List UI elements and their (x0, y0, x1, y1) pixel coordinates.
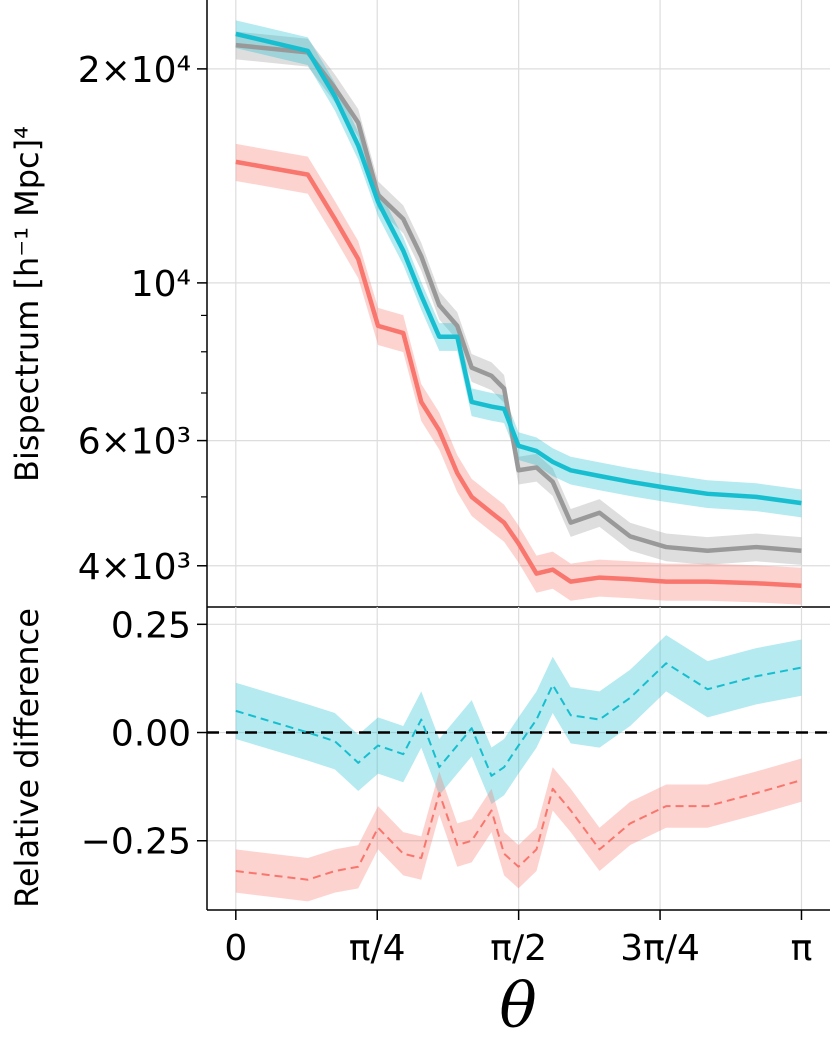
xtick-label: π/4 (349, 928, 406, 969)
top-panel: 4×10³ 6×10³ 10⁴ 2×10⁴ Bispectrum [h⁻¹ Mpc]⁴ (8, 0, 830, 607)
top-series-2 (235, 159, 802, 588)
top-grid (207, 0, 830, 607)
xtick-label: 0 (224, 928, 247, 969)
top-series-lines (235, 31, 802, 588)
top-series-0 (235, 42, 802, 553)
top-ytick-label: 4×10³ (78, 547, 191, 588)
x-ticks: 0 π/4 π/2 3π/4 π (224, 910, 812, 969)
top-series-1 (235, 31, 802, 506)
bottom-ytick-label: 0.25 (111, 605, 191, 646)
bottom-band-1 (235, 758, 802, 902)
bottom-series-0 (235, 662, 802, 777)
xtick-label: π (791, 928, 813, 969)
bottom-y-axis-title: Relative difference (8, 608, 46, 908)
bottom-series-1 (235, 779, 802, 881)
top-ytick-label: 10⁴ (131, 264, 191, 305)
bottom-band-0 (235, 635, 802, 804)
bottom-ytick-label: −0.25 (81, 822, 191, 863)
xtick-label: 3π/4 (620, 928, 700, 969)
bottom-series-lines (235, 662, 802, 881)
xtick-label: π/2 (490, 928, 547, 969)
bottom-error-bands (235, 635, 802, 902)
top-y-axis-title: Bispectrum [h⁻¹ Mpc]⁴ (8, 126, 46, 482)
top-ytick-label: 2×10⁴ (78, 50, 191, 91)
bottom-panel: 0.25 0.00 −0.25 0 π/4 π/2 3π/4 π Relative diff… (8, 605, 830, 1042)
x-axis-title: θ (499, 969, 536, 1042)
bottom-y-ticks: 0.25 0.00 −0.25 (81, 605, 207, 863)
top-band-2 (235, 143, 802, 605)
top-ytick-label: 6×10³ (78, 422, 191, 463)
top-y-ticks: 4×10³ 6×10³ 10⁴ 2×10⁴ (78, 50, 207, 588)
bottom-ytick-label: 0.00 (111, 714, 191, 755)
